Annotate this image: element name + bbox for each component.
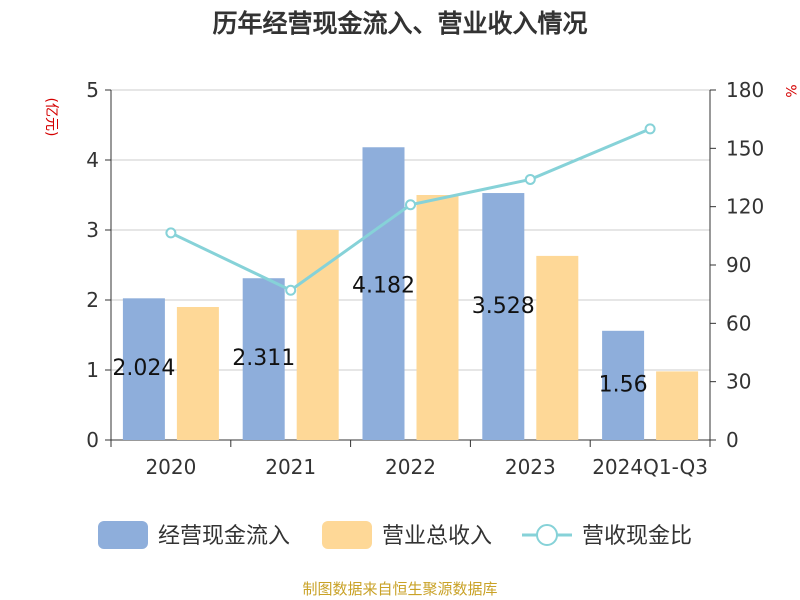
line-point <box>405 199 416 211</box>
y-tick-label-right: 180 <box>726 78 764 102</box>
line-point <box>644 123 656 135</box>
y-tick-label-right: 90 <box>726 253 751 277</box>
y-tick-label-left: 0 <box>86 428 99 452</box>
legend-swatch <box>98 521 148 549</box>
y-axis-left-unit: (亿元) <box>43 98 59 137</box>
axes: 0 1 2 3 4 5 (亿元) 0 30 60 90 120 150 180 % 2020 2021 2022 2… <box>43 78 798 479</box>
bar <box>176 307 219 440</box>
y-tick-label-right: 0 <box>726 428 739 452</box>
y-axis-right-unit: % <box>782 84 798 97</box>
line-point <box>285 284 297 296</box>
y-tick-label-left: 3 <box>86 218 99 242</box>
y-tick-label-left: 2 <box>86 288 99 312</box>
line-point <box>524 173 536 185</box>
x-tick-label: 2022 <box>385 455 436 479</box>
line-series <box>165 123 656 296</box>
data-label: 4.182 <box>352 273 415 298</box>
source-footer: 制图数据来自恒生聚源数据库 <box>302 580 498 598</box>
y-tick-label-left: 5 <box>86 78 99 102</box>
x-tick-label: 2024Q1-Q3 <box>592 455 708 479</box>
line-point <box>165 227 177 239</box>
data-label: 2.024 <box>112 356 175 381</box>
x-tick-label: 2021 <box>265 455 316 479</box>
x-tick-label: 2020 <box>145 455 196 479</box>
bar <box>482 193 525 440</box>
data-label: 3.528 <box>472 294 535 319</box>
legend-label: 营业总收入 <box>382 524 492 549</box>
legend-swatch-marker <box>536 524 558 546</box>
x-tick-label: 2023 <box>505 455 556 479</box>
bar <box>242 278 285 440</box>
legend-label: 营收现金比 <box>582 524 692 549</box>
data-labels: 2.024 2.311 4.182 3.528 1.56 <box>112 273 647 397</box>
data-label: 1.56 <box>599 372 648 397</box>
bar <box>602 330 645 440</box>
y-tick-label-right: 120 <box>726 195 764 219</box>
bar <box>656 371 699 440</box>
data-label: 2.311 <box>232 346 295 371</box>
y-tick-label-right: 60 <box>726 311 751 335</box>
bar <box>362 147 405 440</box>
bar <box>416 195 459 440</box>
bar <box>122 298 165 440</box>
legend-swatch <box>322 521 372 549</box>
bar <box>536 255 579 440</box>
y-tick-label-left: 4 <box>86 148 99 172</box>
chart-title: 历年经营现金流入、营业收入情况 <box>212 9 588 38</box>
y-tick-label-left: 1 <box>86 358 99 382</box>
legend: 经营现金流入 营业总收入 营收现金比 <box>98 521 692 549</box>
y-tick-label-right: 150 <box>726 136 764 160</box>
bar-group <box>122 147 699 440</box>
bar <box>296 230 339 440</box>
legend-label: 经营现金流入 <box>158 524 290 549</box>
y-tick-label-right: 30 <box>726 370 751 394</box>
